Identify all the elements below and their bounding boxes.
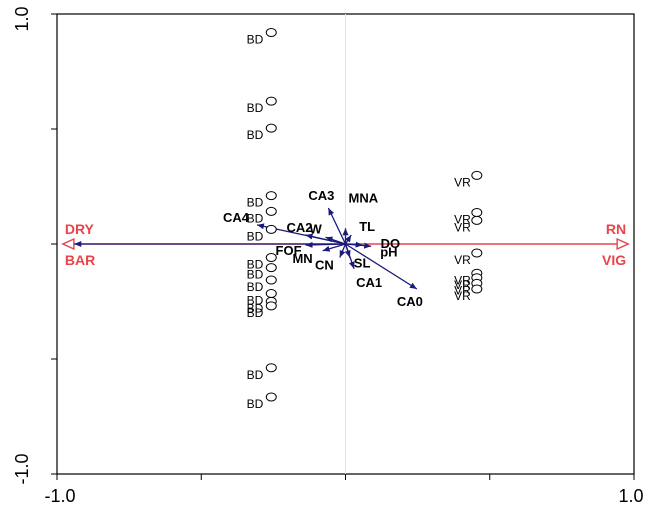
species-vector xyxy=(339,243,347,258)
site-marker xyxy=(265,224,277,234)
site-label: BD xyxy=(247,294,264,308)
site-marker xyxy=(265,363,277,373)
x-tick-label: 1.0 xyxy=(618,486,643,506)
site-label: BD xyxy=(247,397,264,411)
site-label: VR xyxy=(454,273,471,287)
site-label: VR xyxy=(454,253,471,267)
site-marker xyxy=(471,208,483,217)
species-vector xyxy=(344,243,355,269)
species-vector xyxy=(305,233,346,245)
species-vector xyxy=(322,243,346,252)
site-label: BD xyxy=(247,280,264,294)
species-vector xyxy=(305,241,346,248)
species-label: CN xyxy=(315,258,334,273)
species-vector xyxy=(345,243,418,290)
site-marker xyxy=(265,191,277,201)
site-label: BD xyxy=(247,268,264,282)
site-label: VR xyxy=(454,213,471,227)
species-label: MN xyxy=(292,251,312,266)
site-label: BD xyxy=(247,306,264,320)
site-marker xyxy=(265,275,277,285)
env-label: BAR xyxy=(65,252,95,268)
species-vector xyxy=(325,236,346,245)
site-marker xyxy=(471,248,483,258)
species-label: FOF xyxy=(276,243,302,258)
site-marker xyxy=(471,215,483,225)
site-label: BD xyxy=(247,368,264,382)
species-label: DO xyxy=(381,236,401,251)
site-label: BD xyxy=(247,196,264,210)
site-marker xyxy=(265,289,277,298)
site-marker xyxy=(471,284,483,294)
species-label: SL xyxy=(354,256,371,271)
species-label: MNA xyxy=(349,190,379,205)
site-marker xyxy=(265,301,277,311)
site-label: BD xyxy=(247,211,264,225)
site-label: BD xyxy=(247,128,264,142)
site-label: VR xyxy=(454,278,471,292)
site-label: VR xyxy=(454,283,471,297)
species-vector xyxy=(344,234,352,245)
site-label: BD xyxy=(247,258,264,272)
species-label: CA4 xyxy=(223,210,250,225)
y-tick-label: -1.0 xyxy=(12,453,32,484)
site-marker xyxy=(265,392,277,402)
x-tick-label: -1.0 xyxy=(44,486,75,506)
site-marker xyxy=(265,253,277,262)
species-label: pH xyxy=(380,244,397,259)
site-marker xyxy=(265,123,277,133)
site-marker xyxy=(265,28,277,37)
env-label: DRY xyxy=(65,221,95,237)
y-tick-label: 1.0 xyxy=(12,6,32,31)
env-label: VIG xyxy=(602,252,626,268)
species-label: CA2 xyxy=(287,220,313,235)
site-marker xyxy=(265,96,277,106)
site-marker xyxy=(265,206,277,216)
site-label: VR xyxy=(454,289,471,303)
site-marker xyxy=(471,170,483,180)
env-label: RN xyxy=(606,221,626,237)
species-vector xyxy=(327,207,347,245)
site-label: BD xyxy=(247,229,264,243)
site-label: BD xyxy=(247,33,264,47)
species-label: CA0 xyxy=(397,294,423,309)
species-vector xyxy=(345,242,372,249)
site-label: BD xyxy=(247,301,264,315)
site-label: VR xyxy=(454,220,471,234)
site-label: BD xyxy=(247,101,264,115)
species-label: CA1 xyxy=(356,275,382,290)
site-label: VR xyxy=(454,175,471,189)
site-marker xyxy=(265,263,277,273)
species-label: TL xyxy=(359,219,375,234)
species-label: W xyxy=(310,221,323,236)
species-label: CA3 xyxy=(308,188,334,203)
